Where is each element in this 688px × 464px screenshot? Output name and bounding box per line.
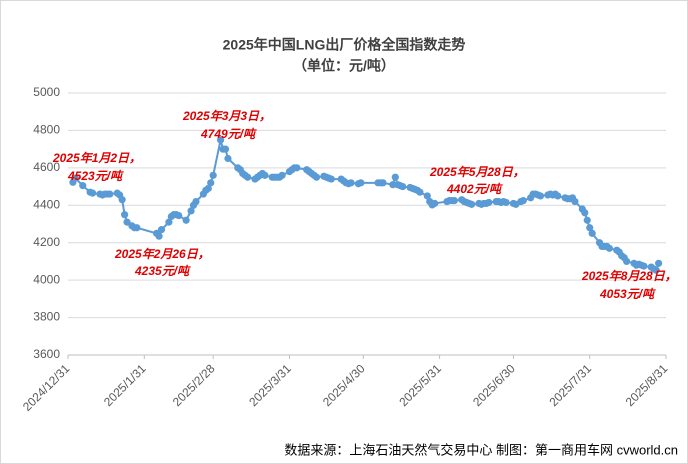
- data-point: [347, 179, 355, 187]
- data-point: [391, 173, 399, 181]
- data-point: [485, 198, 493, 207]
- chart-title: 2025年中国LNG出厂价格全国指数走势: [223, 37, 466, 53]
- data-point: [586, 224, 594, 232]
- data-point: [399, 182, 407, 191]
- annotation: 4402元/吨: [446, 182, 503, 196]
- chart-subtitle: （单位：元/吨）: [293, 58, 395, 74]
- data-point: [182, 216, 190, 224]
- data-point: [450, 197, 458, 205]
- y-tick-label: 3800: [33, 310, 60, 324]
- data-point: [157, 226, 166, 234]
- data-point: [155, 232, 163, 240]
- data-point: [244, 173, 252, 181]
- data-point: [123, 218, 131, 226]
- data-point: [583, 216, 591, 224]
- data-point: [204, 184, 212, 193]
- annotation: 4053元/吨: [599, 287, 656, 301]
- data-point: [278, 171, 286, 179]
- annotation: 2025年8月28日，: [581, 269, 677, 283]
- data-point: [261, 171, 269, 179]
- data-point: [165, 218, 173, 226]
- annotation: 4749元/吨: [200, 127, 257, 141]
- data-point: [106, 190, 114, 198]
- data-point: [519, 197, 527, 205]
- data-point: [588, 229, 596, 237]
- data-point: [192, 197, 200, 206]
- data-point: [312, 173, 321, 181]
- annotation: 2025年2月26日，: [114, 247, 210, 261]
- y-tick-label: 3600: [33, 347, 60, 361]
- data-point: [221, 145, 230, 153]
- data-point: [571, 197, 579, 206]
- y-tick-label: 4600: [33, 160, 60, 174]
- annotation: 4523元/吨: [67, 169, 124, 183]
- data-point: [502, 198, 510, 207]
- data-point: [293, 164, 301, 172]
- data-point: [605, 244, 613, 252]
- annotation: 2025年1月2日，: [52, 151, 141, 165]
- data-point: [209, 171, 217, 179]
- data-point: [121, 211, 129, 219]
- annotation: 2025年5月28日，: [429, 165, 525, 179]
- data-point: [581, 209, 589, 217]
- data-point: [187, 207, 195, 215]
- data-point: [327, 175, 335, 183]
- y-tick-label: 4000: [33, 272, 60, 286]
- data-point: [554, 192, 562, 200]
- data-point: [431, 199, 439, 208]
- data-point: [652, 266, 660, 274]
- data-point: [175, 211, 183, 220]
- data-point: [207, 179, 215, 187]
- y-tick-label: 4400: [33, 197, 60, 211]
- data-point: [536, 192, 545, 200]
- annotation: 2025年3月3日，: [182, 109, 271, 123]
- data-point: [623, 257, 631, 266]
- y-tick-label: 4200: [33, 235, 60, 249]
- y-tick-label: 4800: [33, 123, 60, 137]
- data-point: [118, 196, 126, 204]
- data-point: [655, 259, 663, 267]
- source-note: 数据来源：上海石油天然气交易中心 制图：第一商用车网 cvworld.cn: [284, 442, 678, 457]
- data-point: [416, 188, 424, 196]
- data-point: [89, 189, 97, 197]
- data-point: [79, 182, 87, 190]
- data-point: [389, 181, 397, 189]
- data-point: [224, 154, 232, 163]
- data-point: [133, 224, 141, 232]
- data-point: [640, 262, 648, 270]
- annotation: 4235元/吨: [134, 264, 191, 278]
- data-point: [423, 192, 431, 200]
- y-tick-label: 5000: [33, 85, 60, 99]
- data-point: [357, 179, 365, 187]
- data-point: [216, 136, 225, 144]
- data-point: [379, 179, 387, 187]
- data-point: [71, 174, 79, 182]
- data-point: [467, 200, 476, 208]
